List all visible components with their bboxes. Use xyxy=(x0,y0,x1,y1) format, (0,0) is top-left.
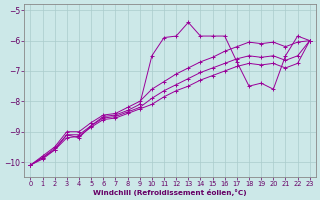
X-axis label: Windchill (Refroidissement éolien,°C): Windchill (Refroidissement éolien,°C) xyxy=(93,189,247,196)
